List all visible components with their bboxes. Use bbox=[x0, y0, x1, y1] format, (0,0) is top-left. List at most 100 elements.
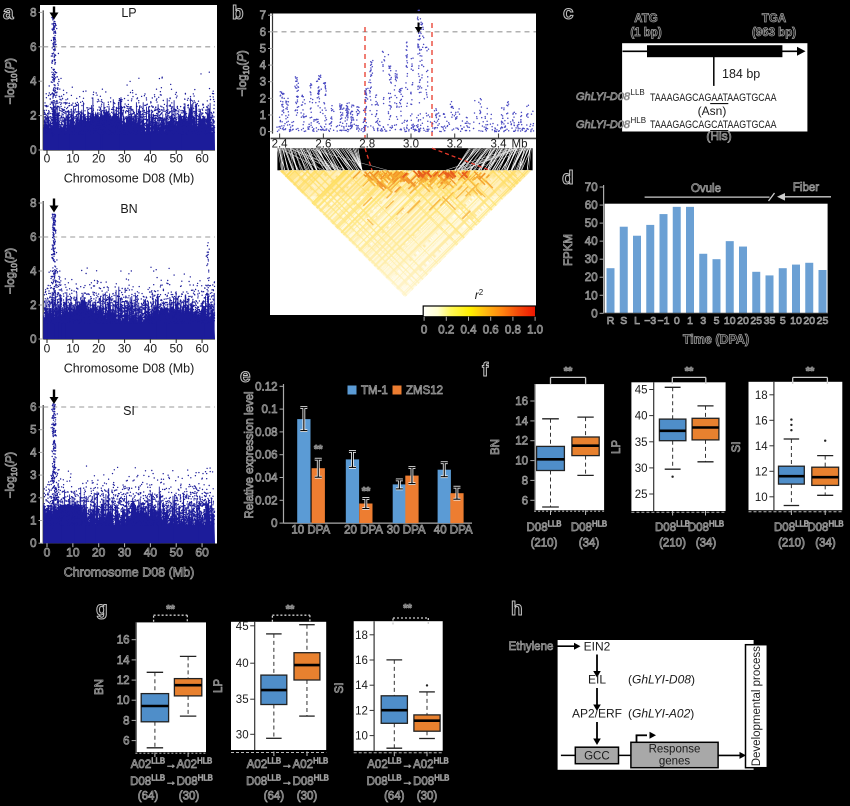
svg-text:6: 6 bbox=[30, 402, 36, 414]
svg-text:**: ** bbox=[564, 366, 573, 378]
svg-text:70: 70 bbox=[585, 182, 598, 194]
svg-text:40: 40 bbox=[585, 236, 598, 248]
svg-text:LP: LP bbox=[611, 440, 623, 454]
svg-text:(210): (210) bbox=[778, 538, 805, 550]
svg-text:10: 10 bbox=[724, 315, 736, 327]
svg-text:30: 30 bbox=[118, 152, 132, 166]
svg-text:18: 18 bbox=[755, 390, 768, 402]
svg-text:25: 25 bbox=[635, 489, 648, 501]
svg-text:S: S bbox=[620, 315, 627, 327]
svg-text:7: 7 bbox=[260, 10, 266, 22]
svg-text:10: 10 bbox=[66, 546, 80, 560]
svg-text:(210): (210) bbox=[531, 538, 558, 550]
svg-text:0: 0 bbox=[674, 315, 680, 327]
svg-text:10: 10 bbox=[66, 152, 80, 166]
svg-text:3: 3 bbox=[700, 315, 706, 327]
svg-text:(GhLYI-D08): (GhLYI-D08) bbox=[628, 673, 695, 687]
svg-text:(210): (210) bbox=[659, 538, 686, 550]
svg-text:2: 2 bbox=[30, 493, 36, 505]
svg-text:Time (DPA): Time (DPA) bbox=[683, 333, 749, 347]
svg-text:40: 40 bbox=[144, 546, 158, 560]
svg-text:40: 40 bbox=[635, 411, 648, 423]
svg-text:3.4: 3.4 bbox=[491, 139, 508, 151]
svg-text:−1: −1 bbox=[658, 315, 670, 327]
svg-text:6: 6 bbox=[30, 232, 36, 244]
svg-text:g: g bbox=[96, 599, 108, 620]
svg-text:20: 20 bbox=[92, 342, 106, 356]
svg-text:genes: genes bbox=[659, 756, 691, 768]
svg-text:40: 40 bbox=[144, 152, 158, 166]
svg-text:ZMS12: ZMS12 bbox=[406, 385, 443, 397]
svg-text:−log10(P): −log10(P) bbox=[237, 50, 251, 96]
svg-text:a: a bbox=[3, 3, 14, 24]
svg-text:TGA: TGA bbox=[762, 13, 786, 25]
svg-text:16: 16 bbox=[117, 635, 130, 647]
svg-text:BN: BN bbox=[120, 202, 137, 216]
svg-text:2.8: 2.8 bbox=[359, 139, 375, 151]
svg-text:4: 4 bbox=[30, 76, 37, 88]
svg-text:60: 60 bbox=[195, 342, 209, 356]
svg-text:184 bp: 184 bp bbox=[722, 67, 760, 81]
svg-text:3: 3 bbox=[260, 77, 266, 89]
svg-text:2: 2 bbox=[30, 300, 36, 312]
svg-text:Ethylene: Ethylene bbox=[509, 641, 554, 653]
svg-text:30: 30 bbox=[635, 463, 648, 475]
svg-text:8: 8 bbox=[30, 7, 36, 19]
svg-text:(30): (30) bbox=[297, 791, 318, 803]
svg-text:(64): (64) bbox=[138, 791, 159, 803]
svg-text:10: 10 bbox=[355, 731, 368, 743]
svg-text:HLB: HLB bbox=[631, 116, 647, 125]
svg-text:20: 20 bbox=[585, 272, 598, 284]
svg-text:30: 30 bbox=[118, 546, 132, 560]
svg-text:6: 6 bbox=[260, 27, 266, 39]
svg-text:(34): (34) bbox=[579, 538, 600, 550]
svg-text:25: 25 bbox=[750, 315, 762, 327]
svg-text:45: 45 bbox=[635, 385, 648, 397]
svg-text:BN: BN bbox=[490, 439, 502, 455]
svg-text:12: 12 bbox=[117, 675, 130, 687]
svg-text:**: ** bbox=[314, 444, 323, 456]
svg-text:16: 16 bbox=[755, 415, 768, 427]
svg-text:Chromosome D08 (Mb): Chromosome D08 (Mb) bbox=[64, 172, 195, 186]
svg-text:Mb: Mb bbox=[512, 139, 528, 151]
svg-text:(1 bp): (1 bp) bbox=[630, 27, 661, 39]
svg-text:1.0: 1.0 bbox=[527, 325, 543, 337]
svg-text:60: 60 bbox=[195, 152, 209, 166]
svg-text:(GhLYI-A02): (GhLYI-A02) bbox=[628, 707, 694, 721]
svg-text:16: 16 bbox=[515, 396, 528, 408]
svg-text:40: 40 bbox=[236, 658, 249, 670]
svg-text:r2: r2 bbox=[475, 288, 484, 302]
svg-text:14: 14 bbox=[355, 680, 368, 692]
svg-text:4: 4 bbox=[260, 60, 267, 72]
svg-text:2.4: 2.4 bbox=[272, 139, 289, 151]
svg-text:b: b bbox=[232, 3, 244, 24]
svg-text:50: 50 bbox=[170, 546, 184, 560]
svg-text:50: 50 bbox=[170, 342, 184, 356]
svg-text:GhLYI-D08: GhLYI-D08 bbox=[576, 119, 631, 131]
svg-text:5: 5 bbox=[260, 43, 266, 55]
svg-text:0.4: 0.4 bbox=[461, 325, 478, 337]
svg-text:0.08: 0.08 bbox=[255, 427, 277, 439]
svg-text:Fiber: Fiber bbox=[793, 182, 819, 194]
svg-text:A02LLB→A02HLB: A02LLB→A02HLB bbox=[247, 757, 328, 772]
svg-text:3.2: 3.2 bbox=[447, 139, 463, 151]
svg-text:(963 bp): (963 bp) bbox=[752, 27, 796, 39]
svg-text:8: 8 bbox=[522, 475, 528, 487]
svg-text:50: 50 bbox=[170, 152, 184, 166]
svg-text:Chromosome D08 (Mb): Chromosome D08 (Mb) bbox=[64, 362, 195, 376]
svg-text:c: c bbox=[563, 3, 574, 24]
svg-text:(64): (64) bbox=[384, 791, 405, 803]
svg-text:h: h bbox=[511, 599, 523, 620]
svg-text:0: 0 bbox=[260, 127, 266, 139]
svg-text:R: R bbox=[607, 315, 615, 327]
svg-text:10 DPA: 10 DPA bbox=[291, 525, 330, 537]
svg-text:GCC: GCC bbox=[584, 750, 610, 762]
svg-text:12: 12 bbox=[355, 705, 368, 717]
svg-text:d: d bbox=[562, 168, 574, 189]
svg-text:2: 2 bbox=[260, 93, 266, 105]
svg-text:Developmental process: Developmental process bbox=[751, 646, 763, 766]
svg-text:0: 0 bbox=[421, 325, 427, 337]
svg-text:**: ** bbox=[685, 366, 694, 378]
svg-text:Ovule: Ovule bbox=[691, 183, 721, 195]
svg-text:10: 10 bbox=[585, 290, 598, 302]
